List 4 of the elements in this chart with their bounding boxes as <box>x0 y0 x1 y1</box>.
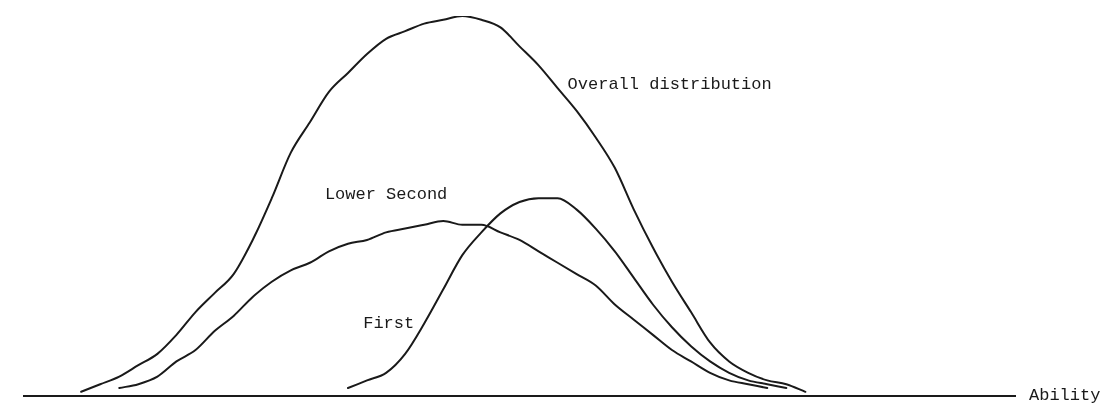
series-label: Lower Second <box>324 184 448 204</box>
series-label: Overall distribution <box>567 74 772 94</box>
series-label: First <box>363 313 415 333</box>
x-axis-title: Ability <box>1029 386 1101 406</box>
